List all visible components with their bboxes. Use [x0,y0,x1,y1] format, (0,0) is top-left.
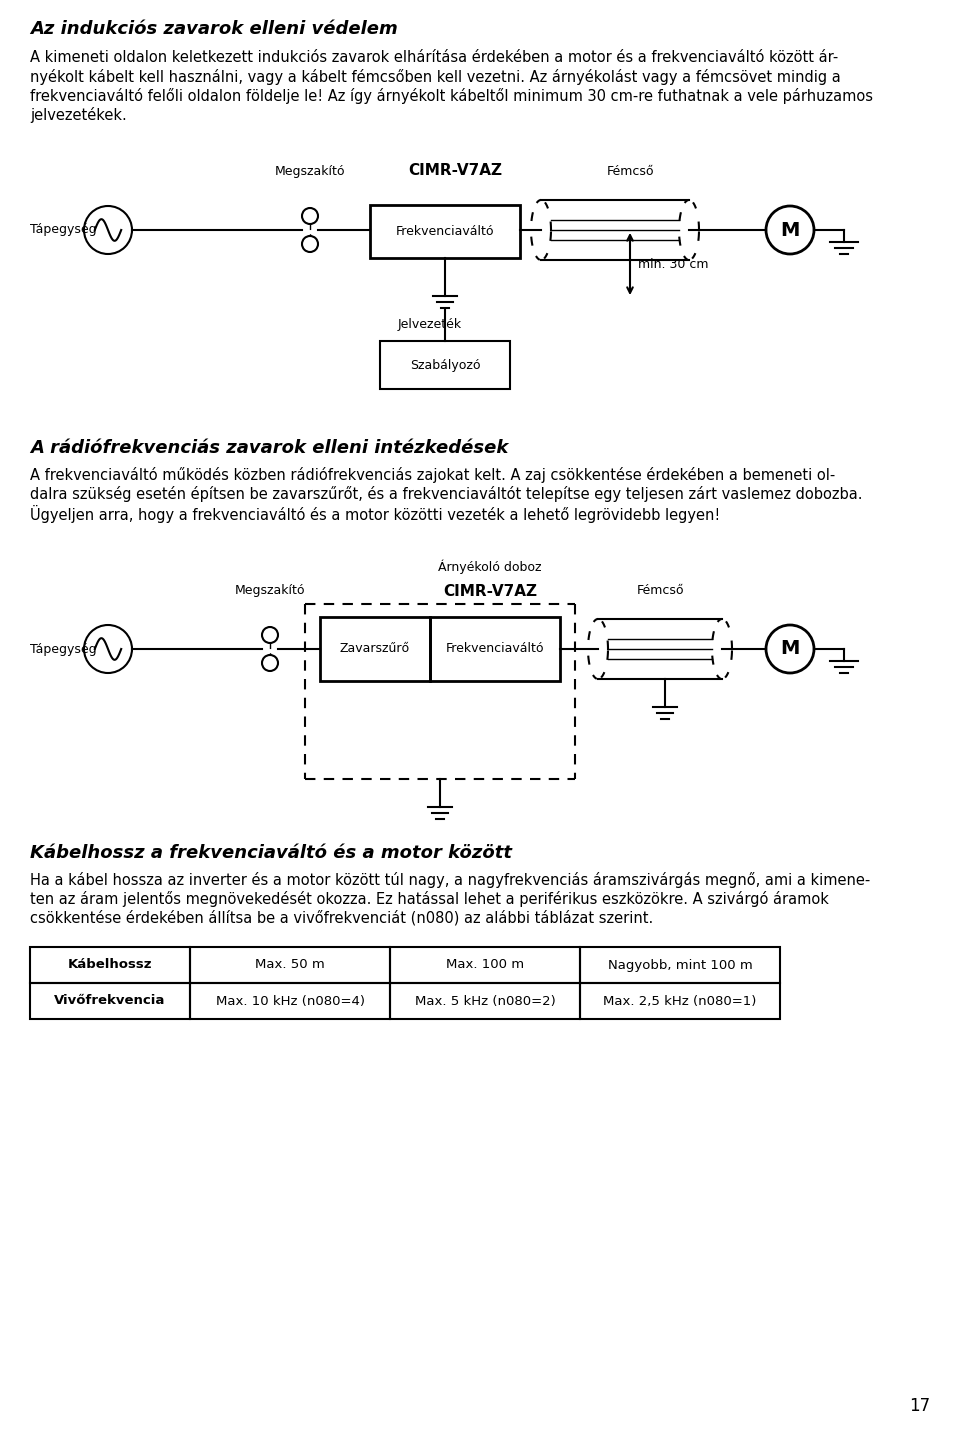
Text: Fémcső: Fémcső [636,585,684,598]
Text: Megszakító: Megszakító [275,166,346,179]
Text: min. 30 cm: min. 30 cm [638,258,708,271]
Text: Jelvezeték: Jelvezeték [398,318,462,331]
Bar [430,616,560,681]
Bar [390,948,580,984]
Text: Szabályozó: Szabályozó [410,359,480,372]
Text: Tápegység: Tápegység [30,223,97,236]
Bar [580,948,780,984]
Text: csökkentése érdekében állítsa be a vivőfrekvenciát (n080) az alábbi táblázat sze: csökkentése érdekében állítsa be a vivőf… [30,910,653,926]
Text: Fémcső: Fémcső [607,166,654,179]
Text: Frekvenciaváltó: Frekvenciaváltó [396,225,494,238]
Text: CIMR-V7AZ: CIMR-V7AZ [408,163,502,179]
Text: Max. 5 kHz (n080=2): Max. 5 kHz (n080=2) [415,995,556,1008]
Bar [190,948,390,984]
Text: Ha a kábel hossza az inverter és a motor között túl nagy, a nagyfrekvenciás áram: Ha a kábel hossza az inverter és a motor… [30,873,871,888]
Text: Max. 10 kHz (n080=4): Max. 10 kHz (n080=4) [215,995,365,1008]
Text: frekvenciaváltó felőli oldalon földelje le! Az így árnyékolt kábeltől minimum 30: frekvenciaváltó felőli oldalon földelje … [30,88,873,104]
Text: dalra szükség esetén építsen be zavarszűrőt, és a frekvenciaváltót telepítse egy: dalra szükség esetén építsen be zavarszű… [30,487,862,503]
Bar [190,984,390,1020]
Text: A kimeneti oldalon keletkezett indukciós zavarok elhárítása érdekében a motor és: A kimeneti oldalon keletkezett indukciós… [30,50,838,65]
Text: 17: 17 [909,1397,930,1416]
Bar [380,341,510,389]
Text: nyékolt kábelt kell használni, vagy a kábelt fémcsőben kell vezetni. Az árnyékol: nyékolt kábelt kell használni, vagy a ká… [30,69,841,85]
Text: M: M [780,639,800,658]
Text: jelvezetékek.: jelvezetékek. [30,107,127,122]
Text: Nagyobb, mint 100 m: Nagyobb, mint 100 m [608,959,753,972]
Text: Frekvenciaváltó: Frekvenciaváltó [445,642,544,655]
Bar [580,984,780,1020]
Bar [390,984,580,1020]
Text: Az indukciós zavarok elleni védelem: Az indukciós zavarok elleni védelem [30,20,397,37]
Text: Max. 100 m: Max. 100 m [446,959,524,972]
Text: Tápegység: Tápegység [30,642,97,655]
Text: ten az áram jelentős megnövekedését okozza. Ez hatással lehet a periférikus eszk: ten az áram jelentős megnövekedését okoz… [30,891,828,907]
Text: Árnyékoló doboz: Árnyékoló doboz [439,559,541,573]
Text: Max. 2,5 kHz (n080=1): Max. 2,5 kHz (n080=1) [603,995,756,1008]
Bar [370,204,520,258]
Text: Megszakító: Megszakító [235,585,305,598]
Bar [30,984,190,1020]
Bar [320,616,430,681]
Text: Kábelhossz: Kábelhossz [68,959,153,972]
Text: Kábelhossz a frekvenciaváltó és a motor között: Kábelhossz a frekvenciaváltó és a motor … [30,844,512,863]
Text: Max. 50 m: Max. 50 m [255,959,324,972]
Text: Ügyeljen arra, hogy a frekvenciaváltó és a motor közötti vezeték a lehető legröv: Ügyeljen arra, hogy a frekvenciaváltó és… [30,505,720,523]
Text: Vivőfrekvencia: Vivőfrekvencia [55,995,166,1008]
Text: Zavarszűrő: Zavarszűrő [340,642,410,655]
Bar [30,948,190,984]
Text: A frekvenciaváltó működés közben rádiófrekvenciás zajokat kelt. A zaj csökkentés: A frekvenciaváltó működés közben rádiófr… [30,467,835,482]
Text: A rádiófrekvenciás zavarok elleni intézkedések: A rádiófrekvenciás zavarok elleni intézk… [30,439,509,456]
Text: CIMR-V7AZ: CIMR-V7AZ [443,585,537,599]
Text: M: M [780,220,800,239]
